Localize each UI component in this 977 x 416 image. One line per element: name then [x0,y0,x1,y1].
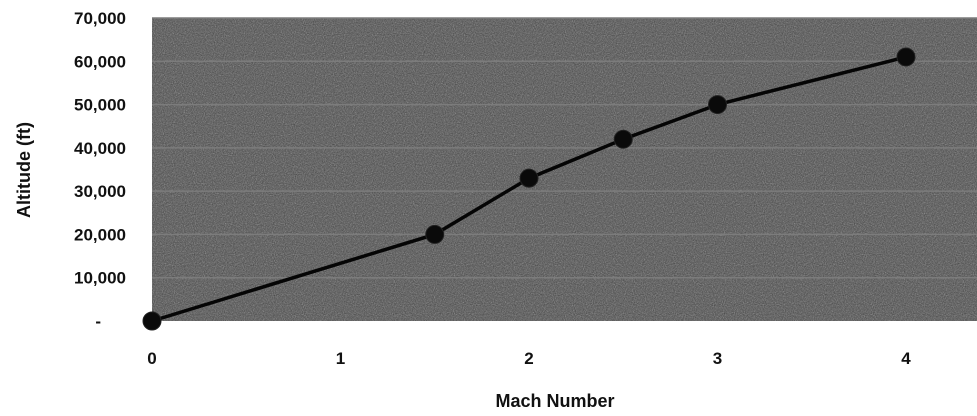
plot-texture [152,18,977,321]
y-tick-label: 40,000 [74,139,126,158]
x-tick-label: 3 [713,349,722,368]
data-point [142,311,162,331]
x-tick-label: 0 [147,349,156,368]
data-point [519,168,539,188]
data-point [708,95,727,115]
y-axis-title: Altitude (ft) [14,122,34,218]
x-tick-label: 1 [336,349,345,368]
series-line [151,55,907,323]
y-tick-label: 30,000 [74,182,126,201]
y-tick-label: 20,000 [74,225,126,244]
y-tick-label: 60,000 [74,52,126,71]
x-axis-title: Mach Number [495,391,614,411]
data-point [613,129,633,149]
x-tick-label: 2 [524,349,533,368]
y-tick-label: 10,000 [74,269,126,288]
x-tick-label: 4 [901,349,911,368]
data-point [896,47,916,67]
x-tick-labels: 0 1 2 3 4 [147,349,911,368]
y-tick-labels: - 10,000 20,000 30,000 40,000 50,000 60,000 70,… [74,9,126,331]
y-tick-label: 70,000 [74,9,126,28]
series-altitude [142,47,916,331]
y-tick-label: - [95,312,101,331]
y-tick-label: 50,000 [74,96,126,115]
data-point [425,224,445,244]
